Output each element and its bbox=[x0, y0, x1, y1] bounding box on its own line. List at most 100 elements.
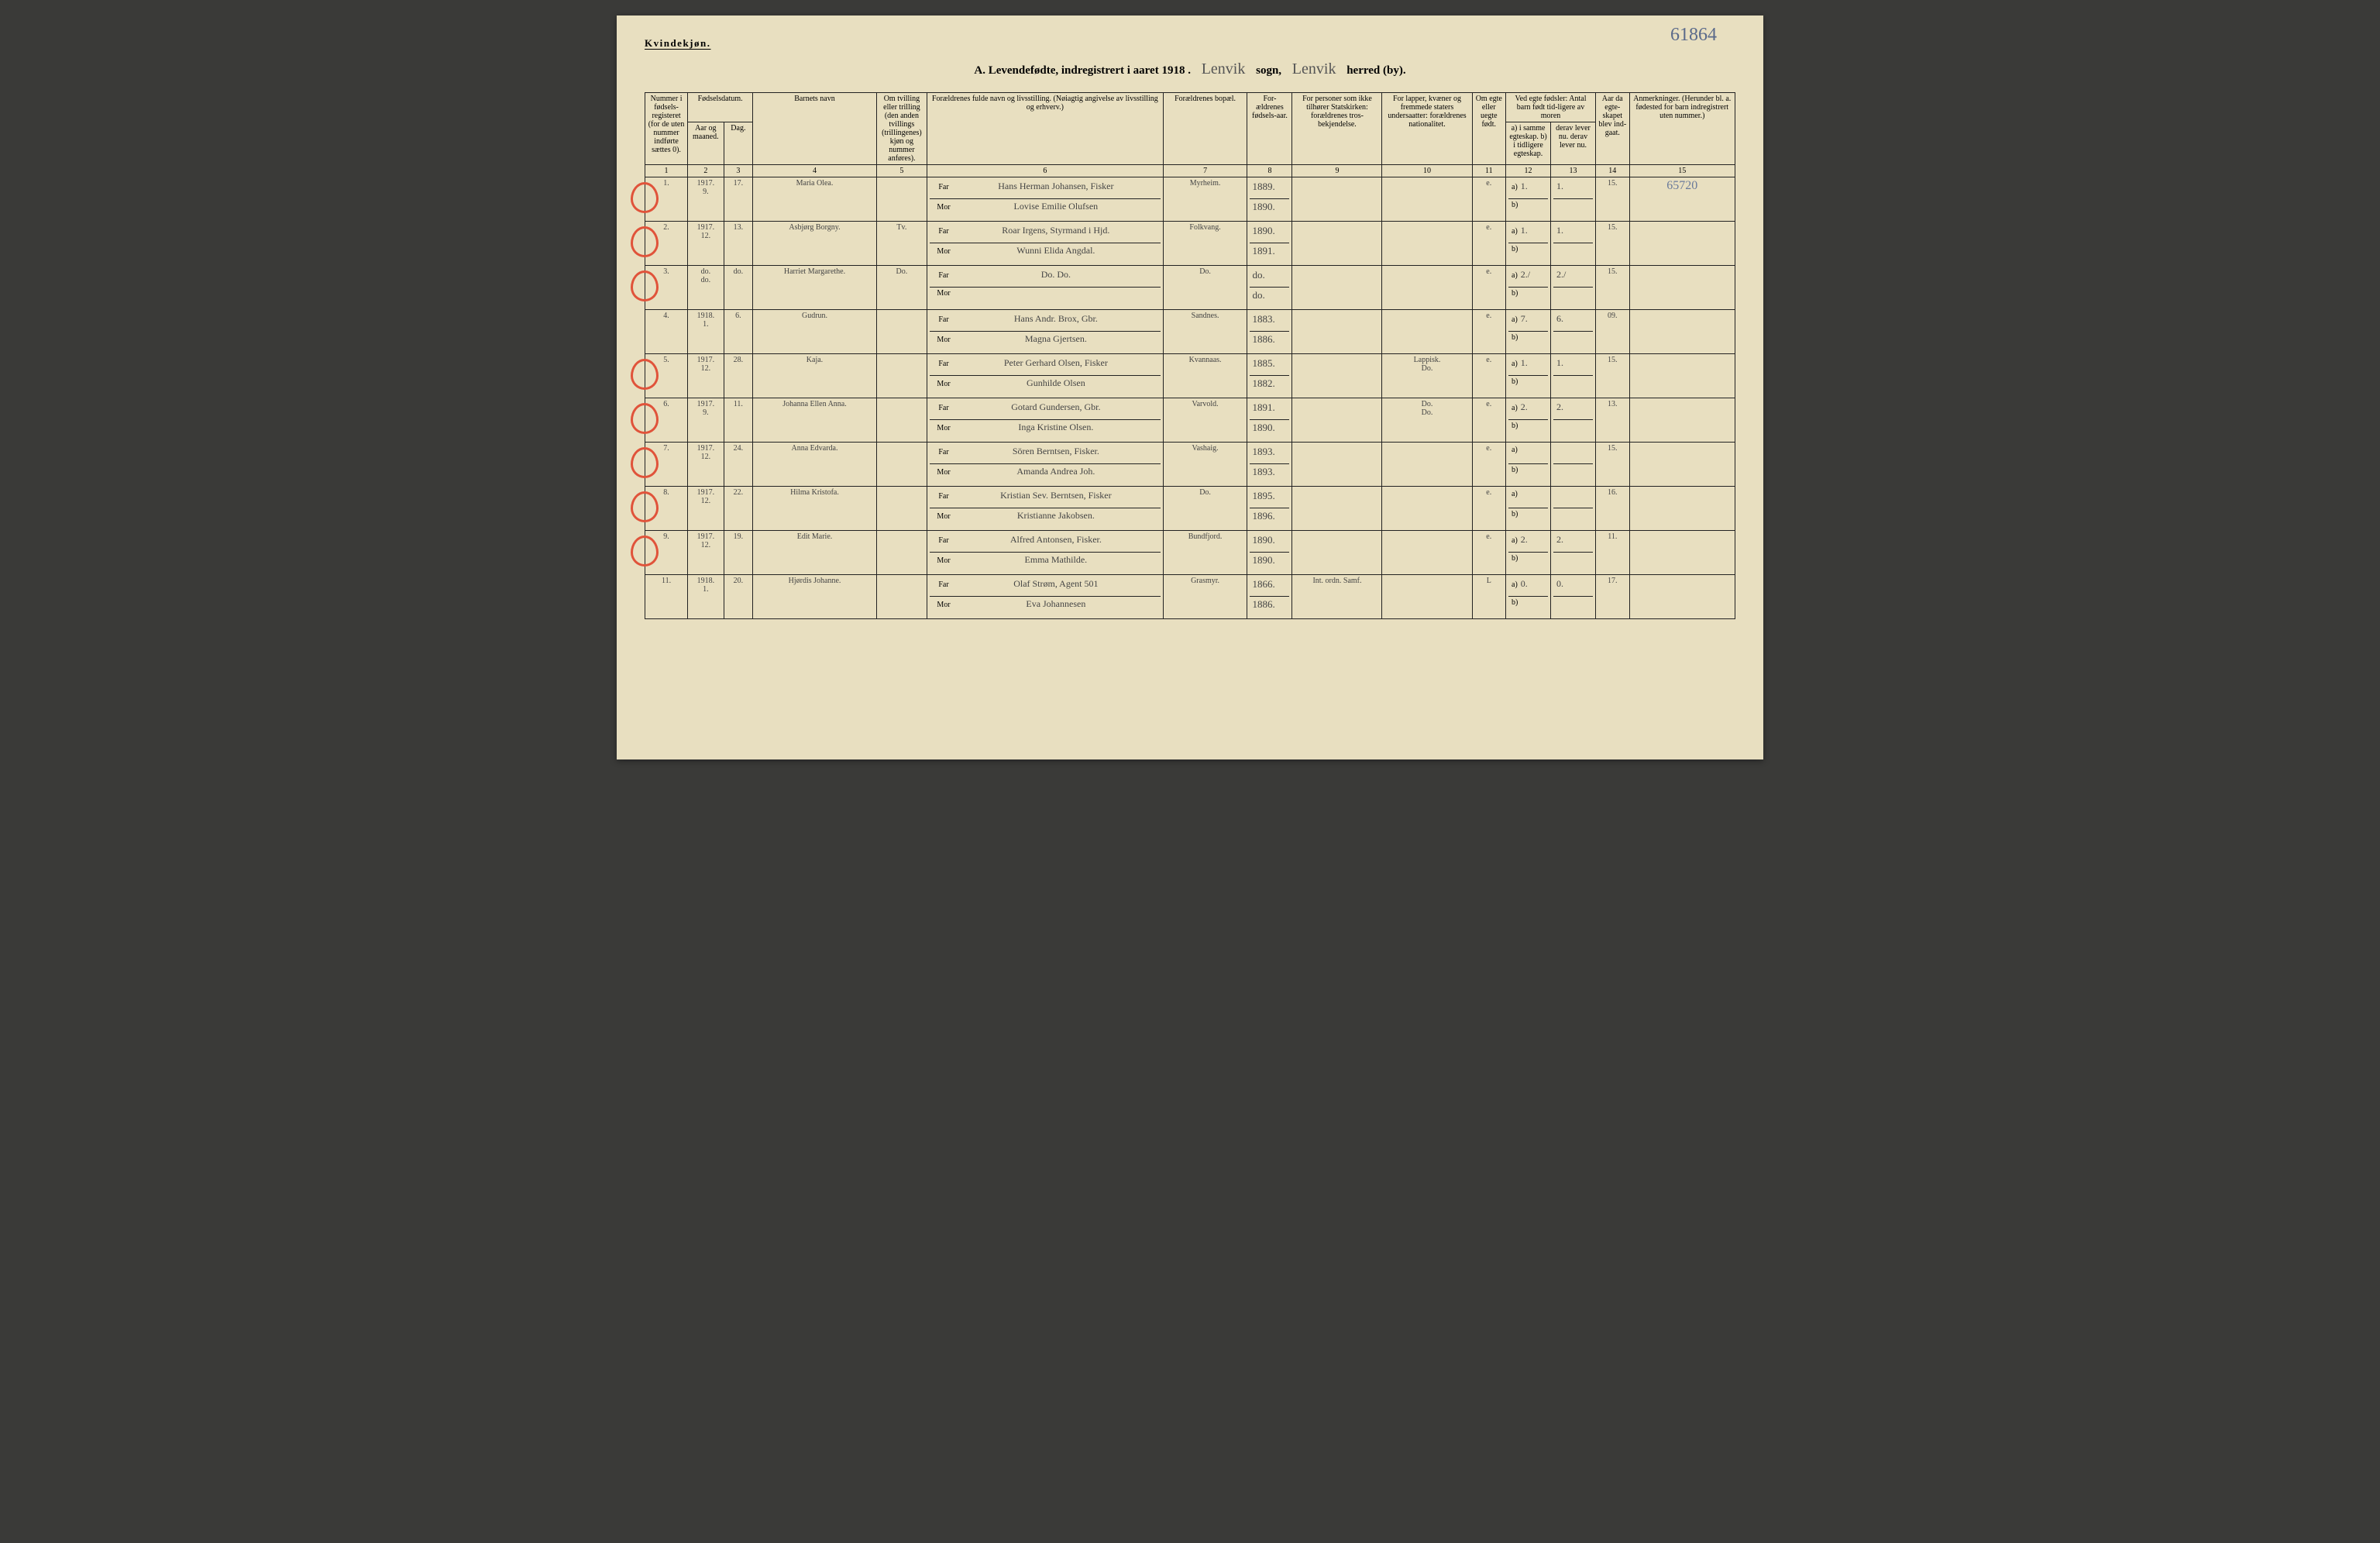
column-number-row: 1 2 3 4 5 6 7 8 9 10 11 12 13 14 15 bbox=[645, 165, 1735, 177]
mor-label: Mor bbox=[933, 203, 954, 212]
mor-value: Gunhilde Olsen bbox=[954, 377, 1157, 389]
cell-egteskap-aar: 15. bbox=[1596, 354, 1630, 398]
cell-a-lever bbox=[1551, 443, 1596, 487]
margin-circle bbox=[631, 447, 659, 478]
cell-bopael: Do. bbox=[1163, 487, 1247, 531]
cell-twin: Do. bbox=[876, 266, 927, 310]
cell-bopael: Sandnes. bbox=[1163, 310, 1247, 354]
cell-twin bbox=[876, 398, 927, 443]
cell-day: 6. bbox=[724, 310, 753, 354]
far-label: Far bbox=[933, 580, 954, 589]
cell-a-count: a)2.b) bbox=[1506, 531, 1551, 575]
cell-year-month: do. do. bbox=[688, 266, 724, 310]
cell-a-count: a)1.b) bbox=[1506, 354, 1551, 398]
mor-value: Magna Gjertsen. bbox=[954, 333, 1157, 345]
handwritten-page-number: 61864 bbox=[1670, 25, 1717, 46]
far-label: Far bbox=[933, 448, 954, 456]
hdr-col1: Nummer i fødsels-registeret (for de uten… bbox=[645, 93, 688, 165]
cell-nat bbox=[1382, 222, 1472, 266]
hdr-col13: derav lever nu. derav lever nu. bbox=[1551, 122, 1596, 165]
cell-egteskap-aar: 09. bbox=[1596, 310, 1630, 354]
hdr-egte: Om egte eller uegte født. bbox=[1472, 93, 1506, 165]
cell-child-name: Harriet Margarethe. bbox=[753, 266, 877, 310]
cell-child-name: Maria Olea. bbox=[753, 177, 877, 222]
cell-bopael: Do. bbox=[1163, 266, 1247, 310]
table-row: 8.1917. 12.22.Hilma Kristofa.FarKristian… bbox=[645, 487, 1735, 531]
cell-day: do. bbox=[724, 266, 753, 310]
sogn-script: Lenvik bbox=[1202, 60, 1246, 77]
hdr-nationalitet: For lapper, kvæner og fremmede staters u… bbox=[1382, 93, 1472, 165]
cell-anm bbox=[1629, 222, 1735, 266]
herred-label: herred (by). bbox=[1346, 64, 1405, 77]
cell-egteskap-aar: 16. bbox=[1596, 487, 1630, 531]
colnum: 10 bbox=[1382, 165, 1472, 177]
cell-tros bbox=[1292, 222, 1382, 266]
colnum: 2 bbox=[688, 165, 724, 177]
margin-circle bbox=[631, 359, 659, 390]
title-row: A. Levendefødte, indregistrert i aaret 1… bbox=[645, 60, 1735, 78]
register-page: 61864 Kvindekjøn. A. Levendefødte, indre… bbox=[617, 15, 1763, 759]
cell-day: 28. bbox=[724, 354, 753, 398]
cell-fodselsaar: 1885.1882. bbox=[1247, 354, 1292, 398]
cell-a-lever: 2. bbox=[1551, 531, 1596, 575]
cell-egteskap-aar: 15. bbox=[1596, 266, 1630, 310]
mor-label: Mor bbox=[933, 424, 954, 432]
cell-fodselsaar: 1891.1890. bbox=[1247, 398, 1292, 443]
cell-egte: e. bbox=[1472, 398, 1506, 443]
mor-value: Lovise Emilie Olufsen bbox=[954, 201, 1157, 212]
cell-tros bbox=[1292, 266, 1382, 310]
mor-value: Wunni Elida Angdal. bbox=[954, 245, 1157, 257]
cell-twin bbox=[876, 575, 927, 619]
far-value: Alfred Antonsen, Fisker. bbox=[954, 534, 1157, 546]
cell-tros bbox=[1292, 398, 1382, 443]
far-label: Far bbox=[933, 271, 954, 280]
cell-year-month: 1917. 12. bbox=[688, 487, 724, 531]
cell-tros bbox=[1292, 177, 1382, 222]
mor-label: Mor bbox=[933, 468, 954, 477]
cell-anm bbox=[1629, 398, 1735, 443]
cell-egteskap-aar: 13. bbox=[1596, 398, 1630, 443]
cell-child-name: Kaja. bbox=[753, 354, 877, 398]
cell-parents: FarHans Andr. Brox, Gbr.MorMagna Gjertse… bbox=[927, 310, 1164, 354]
cell-day: 17. bbox=[724, 177, 753, 222]
table-header: Nummer i fødsels-registeret (for de uten… bbox=[645, 93, 1735, 177]
mor-value: Amanda Andrea Joh. bbox=[954, 466, 1157, 477]
cell-tros bbox=[1292, 310, 1382, 354]
cell-egteskap-aar: 15. bbox=[1596, 177, 1630, 222]
mor-value: Eva Johannesen bbox=[954, 598, 1157, 610]
far-value: Gotard Gundersen, Gbr. bbox=[954, 401, 1157, 413]
cell-a-count: a)b) bbox=[1506, 487, 1551, 531]
cell-num: 11. bbox=[645, 575, 688, 619]
table-body: 1.1917. 9.17.Maria Olea.FarHans Herman J… bbox=[645, 177, 1735, 619]
far-label: Far bbox=[933, 360, 954, 368]
margin-circle bbox=[631, 270, 659, 301]
cell-child-name: Anna Edvarda. bbox=[753, 443, 877, 487]
cell-nat bbox=[1382, 487, 1472, 531]
cell-year-month: 1917. 9. bbox=[688, 398, 724, 443]
cell-year-month: 1917. 12. bbox=[688, 443, 724, 487]
hdr-egteskap-aar: Aar da egte-skapet blev ind-gaat. bbox=[1596, 93, 1630, 165]
cell-a-count: a)2.b) bbox=[1506, 398, 1551, 443]
colnum: 11 bbox=[1472, 165, 1506, 177]
cell-egteskap-aar: 17. bbox=[1596, 575, 1630, 619]
hdr-barnets-navn: Barnets navn bbox=[753, 93, 877, 165]
register-table: Nummer i fødsels-registeret (for de uten… bbox=[645, 92, 1735, 619]
title-prefix: A. Levendefødte, indregistrert i aaret 1… bbox=[974, 64, 1179, 77]
table-row: 6.1917. 9.11.Johanna Ellen Anna.FarGotar… bbox=[645, 398, 1735, 443]
far-label: Far bbox=[933, 315, 954, 324]
cell-parents: FarHans Herman Johansen, FiskerMorLovise… bbox=[927, 177, 1164, 222]
cell-egteskap-aar: 15. bbox=[1596, 443, 1630, 487]
colnum: 6 bbox=[927, 165, 1164, 177]
cell-fodselsaar: do.do. bbox=[1247, 266, 1292, 310]
cell-day: 24. bbox=[724, 443, 753, 487]
mor-label: Mor bbox=[933, 380, 954, 388]
hdr-foraeldre-navn: Forældrenes fulde navn og livsstilling. … bbox=[927, 93, 1164, 165]
cell-nat bbox=[1382, 575, 1472, 619]
cell-egte: e. bbox=[1472, 531, 1506, 575]
far-label: Far bbox=[933, 227, 954, 236]
hdr-dag: Dag. bbox=[724, 122, 753, 165]
cell-nat bbox=[1382, 310, 1472, 354]
sogn-label: sogn, bbox=[1256, 64, 1281, 77]
far-label: Far bbox=[933, 536, 954, 545]
cell-year-month: 1917. 12. bbox=[688, 222, 724, 266]
